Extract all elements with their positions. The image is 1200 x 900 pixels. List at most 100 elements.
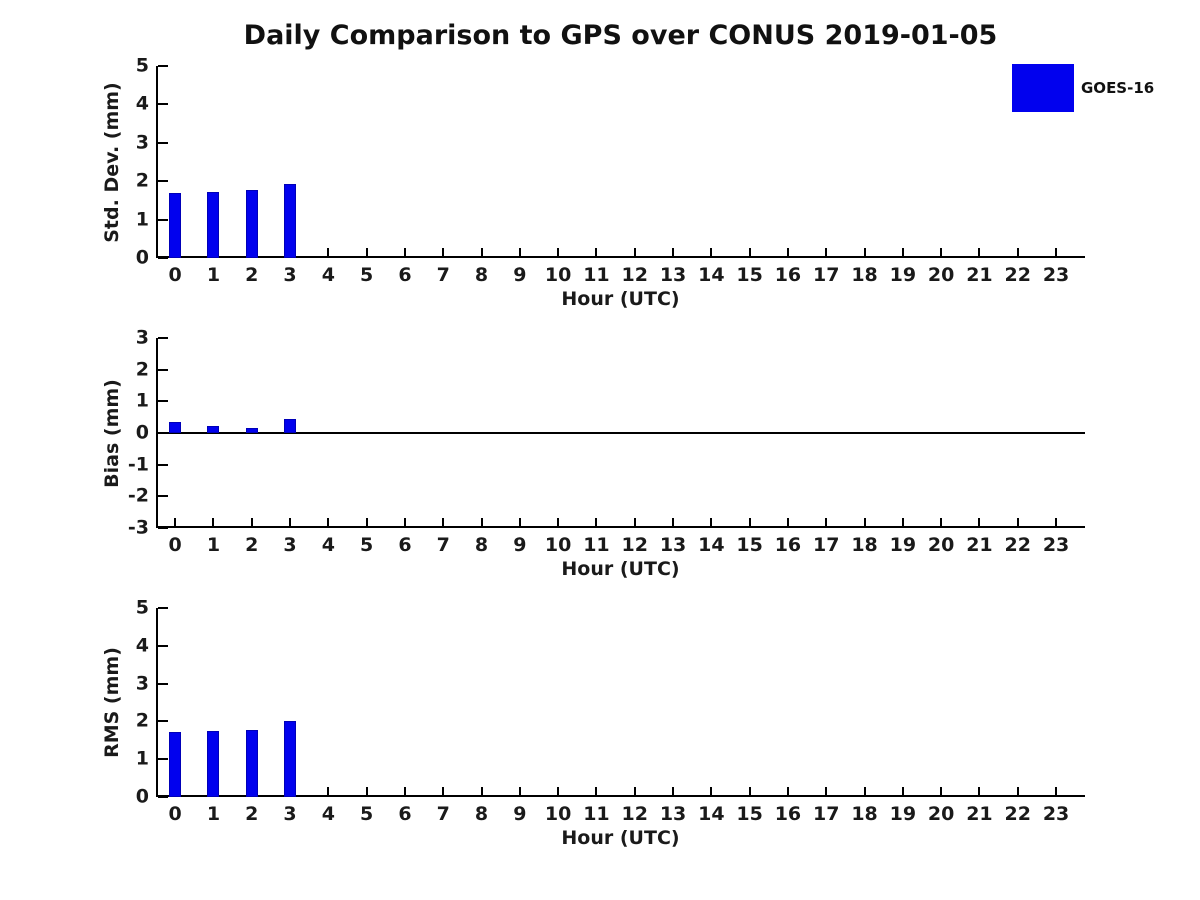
x-axis-spine xyxy=(156,526,1085,528)
x-tick-label: 19 xyxy=(889,803,917,825)
x-tick-mark xyxy=(1055,518,1058,528)
x-tick-mark xyxy=(901,248,904,258)
x-tick-mark xyxy=(518,787,521,797)
y-tick-label: 1 xyxy=(135,747,149,770)
x-tick-label: 22 xyxy=(1004,803,1031,825)
x-tick-label: 6 xyxy=(398,534,412,556)
y-tick-label: 2 xyxy=(135,709,149,732)
x-tick-label: 19 xyxy=(889,264,917,286)
x-tick-mark xyxy=(442,518,445,528)
x-tick-label: 14 xyxy=(698,534,725,556)
bar-hour-2 xyxy=(245,427,258,433)
x-axis-label: Hour (UTC) xyxy=(561,288,680,310)
x-tick-label: 3 xyxy=(283,803,297,825)
x-tick-mark xyxy=(365,248,368,258)
x-axis-label: Hour (UTC) xyxy=(561,827,680,849)
x-tick-label: 14 xyxy=(698,803,725,825)
x-tick-label: 21 xyxy=(966,803,993,825)
x-tick-label: 22 xyxy=(1004,534,1031,556)
x-tick-mark xyxy=(786,248,789,258)
x-tick-label: 23 xyxy=(1042,264,1070,286)
y-tick-mark xyxy=(158,463,168,466)
x-tick-mark xyxy=(863,248,866,258)
x-tick-mark xyxy=(480,787,483,797)
x-tick-label: 15 xyxy=(736,264,763,286)
y-tick-label: 3 xyxy=(135,131,149,154)
x-tick-label: 10 xyxy=(544,534,572,556)
rms-chart: 0 1 2 3 4 5 0 1 2 3 4 5 6 7 8 9 10 11 12 13 14 15 16 17 18 19 20 21… xyxy=(101,598,1085,848)
x-tick-mark xyxy=(748,518,751,528)
x-tick-mark xyxy=(403,787,406,797)
x-tick-label: 2 xyxy=(245,803,259,825)
x-tick-label: 6 xyxy=(398,803,412,825)
y-tick-label: -3 xyxy=(127,516,149,539)
x-tick-label: 5 xyxy=(360,264,374,286)
x-tick-mark xyxy=(940,248,943,258)
x-tick-mark xyxy=(1016,787,1019,797)
x-tick-mark xyxy=(403,518,406,528)
x-tick-mark xyxy=(595,518,598,528)
x-tick-mark xyxy=(901,787,904,797)
x-tick-label: 18 xyxy=(851,264,878,286)
x-tick-label: 5 xyxy=(360,534,374,556)
y-tick-mark xyxy=(158,103,168,106)
bar-hour-3 xyxy=(284,184,297,258)
x-tick-mark xyxy=(174,518,177,528)
y-axis-label: Std. Dev. (mm) xyxy=(82,66,142,258)
x-tick-mark xyxy=(748,787,751,797)
x-tick-label: 4 xyxy=(321,264,335,286)
x-tick-label: 12 xyxy=(621,534,648,556)
y-tick-mark xyxy=(158,180,168,183)
y-tick-mark xyxy=(158,141,168,144)
y-axis-label-text: RMS (mm) xyxy=(100,647,123,758)
y-tick-mark xyxy=(158,218,168,221)
x-tick-label: 12 xyxy=(621,264,648,286)
bias-chart: -3 -2 -1 0 1 2 3 0 1 2 3 4 5 6 7 8 9 10 11 12 13 14 15 16 17 18 19… xyxy=(101,328,1085,579)
x-tick-mark xyxy=(403,248,406,258)
x-tick-label: 18 xyxy=(851,803,878,825)
x-tick-label: 8 xyxy=(474,803,489,825)
bar-hour-3 xyxy=(284,721,297,797)
y-axis-label: RMS (mm) xyxy=(82,608,142,797)
y-tick-mark xyxy=(158,65,168,67)
x-tick-mark xyxy=(595,248,598,258)
x-tick-mark xyxy=(978,248,981,258)
y-tick-label: 0 xyxy=(135,246,149,269)
bar-hour-0 xyxy=(169,731,182,797)
x-tick-mark xyxy=(863,787,866,797)
y-tick-label: 4 xyxy=(135,92,149,115)
page-title: Daily Comparison to GPS over CONUS 2019-… xyxy=(243,20,998,51)
bar-hour-1 xyxy=(207,425,220,433)
bar-hour-0 xyxy=(169,421,182,433)
x-tick-mark xyxy=(480,518,483,528)
x-tick-label: 4 xyxy=(321,803,335,825)
x-tick-label: 23 xyxy=(1042,803,1070,825)
x-tick-mark xyxy=(710,518,713,528)
bar-hour-1 xyxy=(207,191,220,258)
x-tick-mark xyxy=(786,518,789,528)
x-tick-label: 9 xyxy=(513,803,527,825)
x-tick-label: 0 xyxy=(168,264,182,286)
x-tick-label: 6 xyxy=(398,264,412,286)
x-tick-label: 17 xyxy=(813,803,840,825)
x-tick-mark xyxy=(327,248,330,258)
x-tick-mark xyxy=(250,518,253,528)
x-tick-label: 21 xyxy=(966,264,993,286)
x-tick-mark xyxy=(825,787,828,797)
x-tick-label: 20 xyxy=(927,534,955,556)
y-tick-label: 4 xyxy=(135,634,149,657)
x-tick-label: 4 xyxy=(321,534,335,556)
x-tick-mark xyxy=(633,248,636,258)
x-tick-label: 7 xyxy=(436,534,450,556)
x-tick-label: 19 xyxy=(889,534,917,556)
x-tick-mark xyxy=(940,787,943,797)
y-tick-mark xyxy=(158,644,168,647)
x-tick-label: 20 xyxy=(927,264,955,286)
x-tick-label: 13 xyxy=(659,803,687,825)
x-tick-label: 10 xyxy=(544,803,572,825)
x-tick-mark xyxy=(1016,248,1019,258)
x-tick-label: 15 xyxy=(736,534,763,556)
y-tick-mark xyxy=(158,257,168,259)
x-tick-mark xyxy=(595,787,598,797)
x-tick-mark xyxy=(212,518,215,528)
